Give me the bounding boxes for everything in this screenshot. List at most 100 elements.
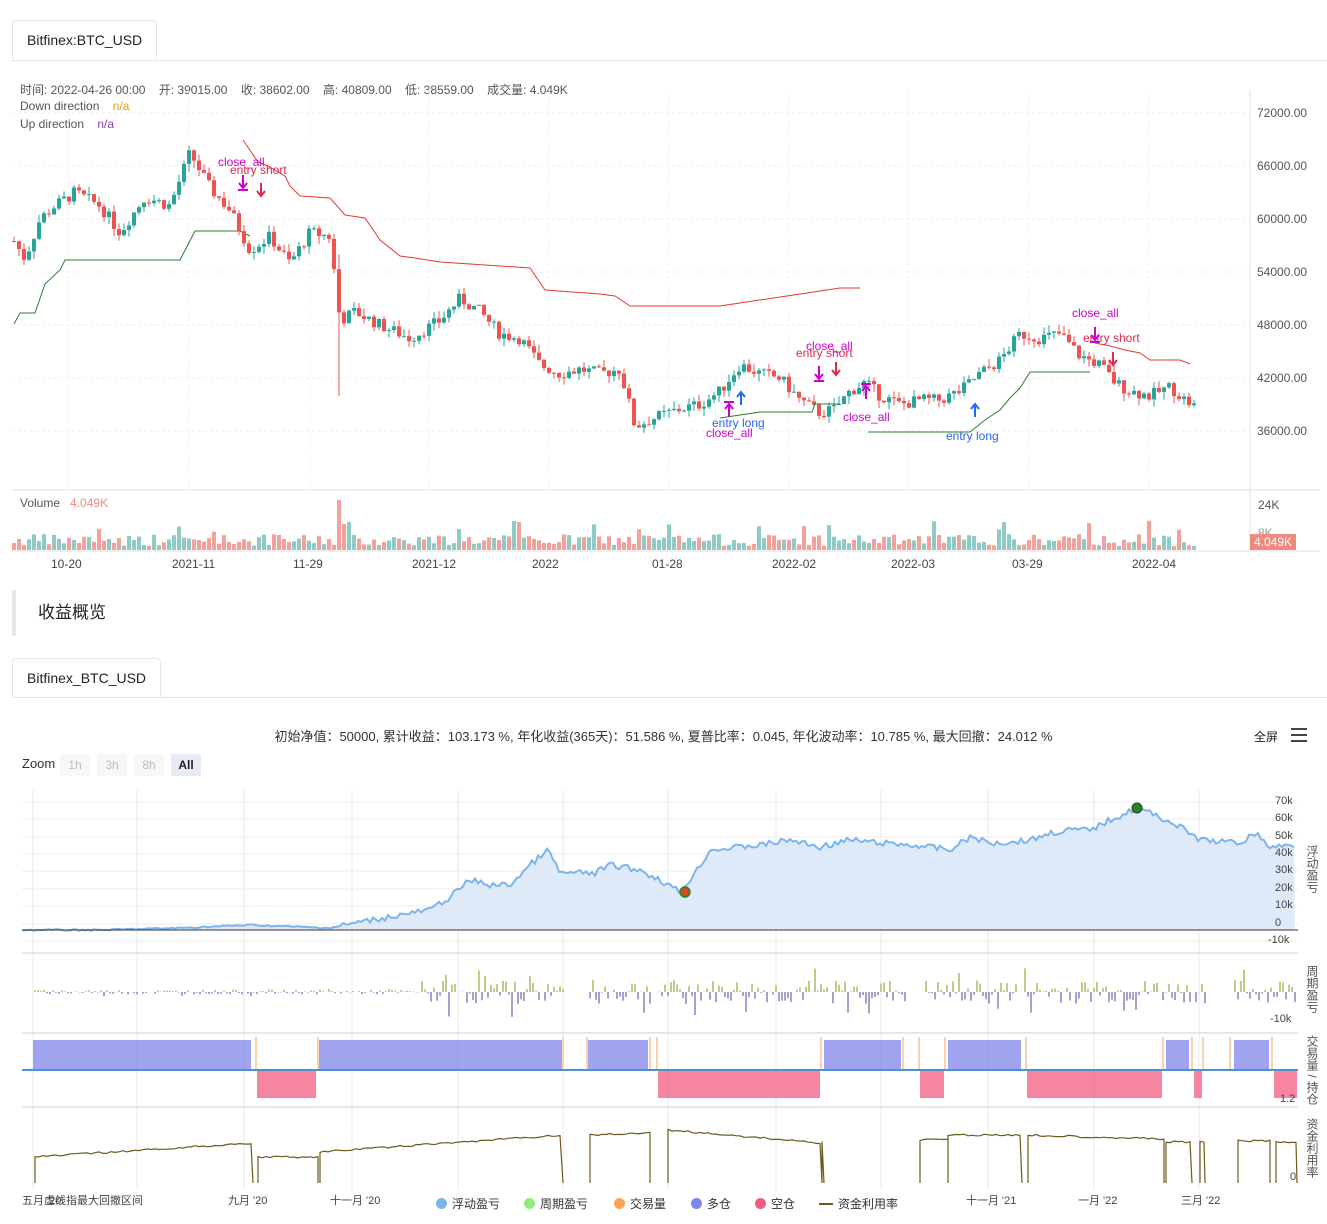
volume-bar xyxy=(117,538,121,550)
volume-bar xyxy=(397,538,401,550)
volume-bar xyxy=(1122,539,1126,550)
candle-body xyxy=(742,364,746,372)
volume-bar xyxy=(67,537,71,550)
volume-bar xyxy=(332,544,336,550)
candle-body xyxy=(612,370,616,377)
candle-body xyxy=(397,326,401,337)
volume-bar xyxy=(702,541,706,550)
candle-body xyxy=(482,304,486,315)
legend-period-pnl[interactable]: 周期盈亏 xyxy=(524,1195,588,1212)
candle-body xyxy=(972,379,976,381)
candle-body xyxy=(832,404,836,407)
candle-body xyxy=(857,387,861,395)
candle-body xyxy=(282,250,286,252)
volume-bar xyxy=(777,539,781,550)
candle-body xyxy=(22,249,26,260)
signal-label: close_all xyxy=(218,155,265,169)
candle-body xyxy=(582,367,586,372)
signal-label: entry short xyxy=(230,163,287,177)
volume-bar xyxy=(227,541,231,550)
legend-long[interactable]: 多仓 xyxy=(691,1195,731,1212)
long-position-block xyxy=(824,1040,901,1070)
volume-bar xyxy=(822,545,826,550)
volume-bar xyxy=(627,536,631,550)
long-position-block xyxy=(1166,1040,1189,1070)
legend-volume[interactable]: 交易量 xyxy=(614,1195,666,1212)
candle-body xyxy=(1132,390,1136,395)
zoom-1h-button[interactable]: 1h xyxy=(60,754,90,776)
candle-body xyxy=(892,397,896,399)
volume-bar xyxy=(527,536,531,550)
candle-body xyxy=(647,424,651,426)
volume-bar xyxy=(1072,538,1076,550)
volume-bar xyxy=(307,540,311,550)
fullscreen-button[interactable]: 全屏 xyxy=(1254,730,1279,744)
volume-bar xyxy=(1157,545,1161,550)
symbol-tab[interactable]: Bitfinex:BTC_USD xyxy=(12,20,158,59)
volume-bar xyxy=(342,523,346,550)
legend-open: 开: 39015.00 xyxy=(158,83,228,97)
menu-icon[interactable] xyxy=(1291,728,1307,742)
candle-body xyxy=(162,200,166,209)
candle-body xyxy=(1012,336,1016,352)
candle-body xyxy=(572,371,576,374)
volume-bar xyxy=(77,542,81,550)
candle-body xyxy=(997,356,1001,370)
volume-bar xyxy=(577,537,581,550)
candle-body xyxy=(557,372,561,378)
volume-bar xyxy=(262,534,266,550)
candle-body xyxy=(77,187,81,191)
equity-chart[interactable] xyxy=(0,785,1327,1195)
candle-body xyxy=(1187,396,1191,406)
zoom-all-button[interactable]: All xyxy=(171,754,201,776)
volume-bar xyxy=(477,543,481,550)
candle-body xyxy=(127,225,131,230)
candle-body xyxy=(1147,393,1151,400)
volume-bar xyxy=(412,545,416,550)
volume-bar xyxy=(97,528,101,550)
volume-bar xyxy=(592,524,596,550)
candle-body xyxy=(927,394,931,398)
candle-body xyxy=(677,408,681,412)
volume-bar xyxy=(237,542,241,550)
candle-body xyxy=(132,212,136,226)
equity-tab[interactable]: Bitfinex_BTC_USD xyxy=(12,658,162,697)
candle-body xyxy=(702,406,706,409)
zoom-3h-button[interactable]: 3h xyxy=(97,754,127,776)
volume-bar xyxy=(712,534,716,550)
equity-axis-label: 60k xyxy=(1275,812,1293,824)
candle-body xyxy=(852,390,856,395)
zoom-8h-button[interactable]: 8h xyxy=(134,754,164,776)
candle-body xyxy=(1052,331,1056,333)
volume-bar xyxy=(407,543,411,550)
candle-body xyxy=(82,190,86,195)
candle-body xyxy=(327,234,331,239)
volume-bar xyxy=(727,544,731,550)
legend-capital-usage-label: 资金利用率 xyxy=(838,1197,899,1211)
legend-short[interactable]: 空仓 xyxy=(755,1195,795,1212)
candle-body xyxy=(1092,359,1096,366)
volume-bar xyxy=(247,541,251,550)
legend-capital-usage[interactable]: 资金利用率 xyxy=(819,1195,898,1212)
candle-body xyxy=(947,393,951,403)
volume-bar xyxy=(292,541,296,550)
legend-floating-pnl[interactable]: 浮动盈亏 xyxy=(436,1195,500,1212)
candle-body xyxy=(37,222,41,239)
candle-body xyxy=(112,211,116,229)
volume-bar xyxy=(387,540,391,550)
volume-bar xyxy=(157,545,161,550)
price-axis-label: 72000.00 xyxy=(1257,106,1308,120)
candle-body xyxy=(212,180,216,197)
candle-body xyxy=(362,316,366,320)
volume-bar xyxy=(837,540,841,550)
floating-pnl-icon xyxy=(436,1198,447,1209)
short-icon xyxy=(755,1198,766,1209)
up-direction-line-3 xyxy=(719,403,840,419)
volume-bar xyxy=(452,543,456,550)
volume-bar xyxy=(812,536,816,550)
bottom-axis-may20: 五月 '20 xyxy=(22,1195,62,1207)
volume-bar xyxy=(1087,523,1091,550)
candle-body xyxy=(317,228,321,237)
candle-body xyxy=(72,187,76,202)
